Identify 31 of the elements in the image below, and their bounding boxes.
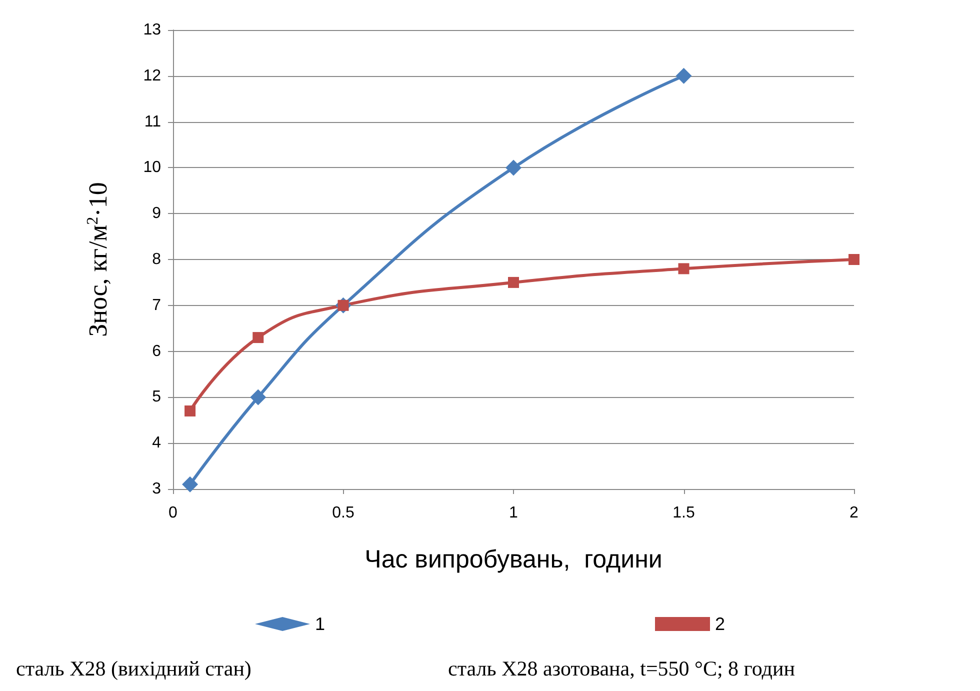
y-tick-label: 10 (143, 159, 162, 176)
point (250, 389, 266, 406)
y-tick-label: 5 (152, 388, 162, 406)
legend-label: 1 (314, 614, 326, 634)
y-tick-label: 6 (152, 342, 162, 360)
point (676, 68, 692, 84)
y-tick-label: 13 (143, 22, 162, 38)
y-tick-label: 3 (152, 480, 162, 498)
point (252, 332, 264, 344)
x-tick-label: 0 (168, 504, 178, 522)
y-tick-label: 8 (152, 251, 162, 268)
y-tick-label: 4 (152, 434, 162, 452)
point (678, 263, 690, 274)
point (182, 476, 198, 492)
x-tick-label: 0.5 (332, 504, 354, 522)
text: сталь Х28 азотована, t=550 °С; 8 годин (448, 656, 795, 680)
y-axis-title: Знос, кг/м2·10 (84, 182, 112, 337)
point (184, 405, 196, 416)
point (848, 254, 860, 265)
text: сталь Х28 (вихідний стан) (16, 656, 252, 680)
legend-label: 2 (715, 614, 726, 634)
point (508, 276, 519, 288)
x-axis-title: Час випробувань, години (364, 546, 662, 574)
x-tick-label: 1.5 (672, 504, 695, 522)
y-tick-label: 12 (143, 67, 162, 84)
y-tick-label: 7 (152, 296, 162, 314)
x-tick-label: 1 (509, 504, 518, 522)
point (506, 160, 522, 176)
x-tick-label: 2 (850, 504, 859, 522)
y-tick-label: 9 (152, 205, 162, 222)
y-tick-label: 11 (144, 113, 162, 130)
